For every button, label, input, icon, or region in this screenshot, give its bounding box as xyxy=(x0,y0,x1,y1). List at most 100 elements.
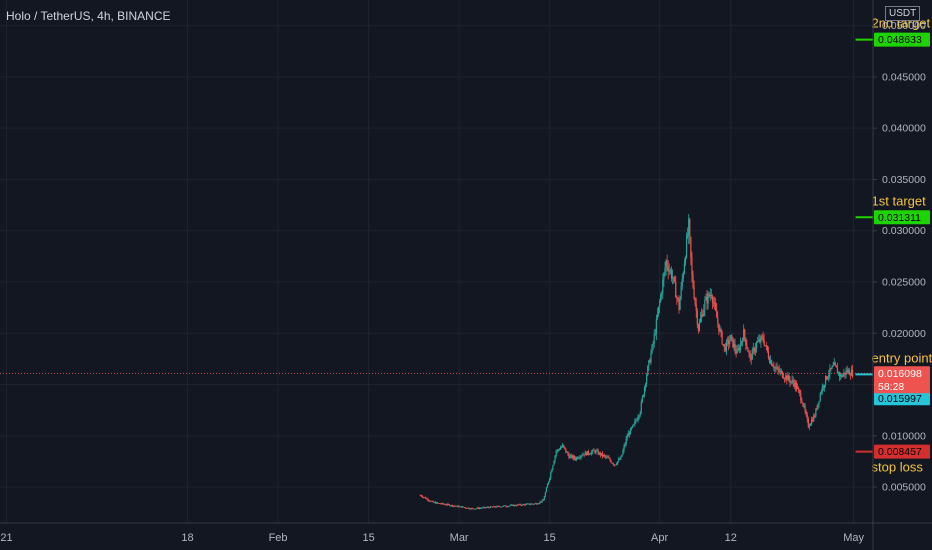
candle-body xyxy=(665,260,667,269)
candle-body xyxy=(667,266,669,272)
candle-body xyxy=(768,358,771,363)
candle-body xyxy=(551,469,553,473)
candle-body xyxy=(646,375,648,384)
candle-body xyxy=(535,503,537,505)
candle-body xyxy=(461,506,463,508)
candle-body xyxy=(618,459,620,462)
candle-body xyxy=(607,456,609,458)
candle-body xyxy=(675,281,677,298)
candle-body xyxy=(708,293,710,297)
candle-body xyxy=(441,503,443,504)
candle-body xyxy=(805,411,807,415)
candle-body xyxy=(446,504,448,505)
candle-body xyxy=(560,446,563,448)
candle-body xyxy=(752,348,754,350)
candle-body xyxy=(456,505,458,507)
candle-body xyxy=(626,436,628,439)
candle-body xyxy=(622,450,624,455)
candle-body xyxy=(659,301,661,307)
candle-body xyxy=(555,451,557,456)
candle-body xyxy=(624,443,626,446)
candle-body xyxy=(533,503,536,505)
candle-body xyxy=(696,310,698,325)
candle-body xyxy=(806,414,808,420)
candle-body xyxy=(494,506,496,508)
candle-body xyxy=(756,342,758,349)
candle-body xyxy=(576,457,578,460)
candle-body xyxy=(671,277,674,279)
candle-body xyxy=(632,425,634,428)
candle-body xyxy=(531,503,534,505)
candle-body xyxy=(710,294,712,297)
candle-body xyxy=(655,318,657,334)
second-target-price-tag xyxy=(874,32,930,47)
candle-body xyxy=(691,257,693,275)
candle-body xyxy=(741,341,744,342)
candle-body xyxy=(553,461,555,466)
x-tick-label: 18 xyxy=(181,532,193,544)
candle-body xyxy=(780,371,782,372)
candle-body xyxy=(596,450,598,452)
candle-body xyxy=(789,379,791,383)
candle-body xyxy=(847,370,849,373)
candle-body xyxy=(454,505,456,507)
y-tick-label: 0.020000 xyxy=(882,328,926,340)
candle-body xyxy=(677,297,679,300)
candle-body xyxy=(443,504,445,505)
candle-body xyxy=(541,500,543,503)
candle-body xyxy=(739,343,742,351)
candle-body xyxy=(745,337,747,346)
candle-body xyxy=(422,497,425,499)
candle-body xyxy=(791,380,793,382)
current-price-label: 0.016098 xyxy=(878,368,922,380)
candle-body xyxy=(509,505,511,507)
first-target-price-tag-label: 0.031311 xyxy=(878,212,921,224)
candle-body xyxy=(832,365,834,367)
candle-body xyxy=(568,454,570,459)
candle-body xyxy=(816,408,818,410)
y-tick-label: 0.045000 xyxy=(882,71,926,83)
candle-body xyxy=(471,508,473,509)
candle-body xyxy=(685,236,688,258)
currency-badge[interactable]: USDT xyxy=(885,6,921,21)
y-tick-label: 0.040000 xyxy=(882,123,926,135)
candle-body xyxy=(594,450,596,453)
candle-body xyxy=(503,505,505,507)
candle-body xyxy=(648,360,650,367)
time-axis[interactable]: 2118Feb15Mar15Apr12May17 xyxy=(0,522,932,544)
y-tick-label: 0.035000 xyxy=(882,174,926,186)
candle-body xyxy=(642,394,645,397)
candle-body xyxy=(600,453,602,456)
stop-loss-price-tag-label: 0.008457 xyxy=(878,446,922,458)
candle-body xyxy=(519,504,522,506)
candle-body xyxy=(719,329,721,332)
candle-body xyxy=(673,277,675,278)
candle-body xyxy=(699,318,702,323)
candle-body xyxy=(559,447,562,450)
candle-body xyxy=(522,504,524,506)
candle-body xyxy=(639,412,641,416)
candle-body xyxy=(431,501,433,502)
candle-body xyxy=(487,507,489,508)
y-tick-label: 0.050000 xyxy=(882,20,926,32)
candle-body xyxy=(564,446,566,449)
candle-body xyxy=(770,360,772,363)
candle-body xyxy=(706,296,708,304)
candle-body xyxy=(563,444,565,447)
candle-body xyxy=(723,344,725,347)
candle-body xyxy=(831,366,833,369)
symbol-title[interactable]: Holo / TetherUS, 4h, BINANCE xyxy=(6,9,171,23)
candle-body xyxy=(514,504,516,506)
candle-body xyxy=(546,484,549,488)
candle-body xyxy=(591,451,593,454)
candle-body xyxy=(663,272,665,280)
price-axis[interactable]: 0.0050000.0100000.0150000.0200000.025000… xyxy=(872,0,926,550)
x-tick-label: 15 xyxy=(362,532,374,544)
candle-body xyxy=(602,455,605,457)
candle-body xyxy=(604,455,606,456)
x-tick-label: 15 xyxy=(544,532,556,544)
candle-body xyxy=(427,498,429,501)
candle-body xyxy=(513,504,515,507)
candle-body xyxy=(802,402,804,406)
